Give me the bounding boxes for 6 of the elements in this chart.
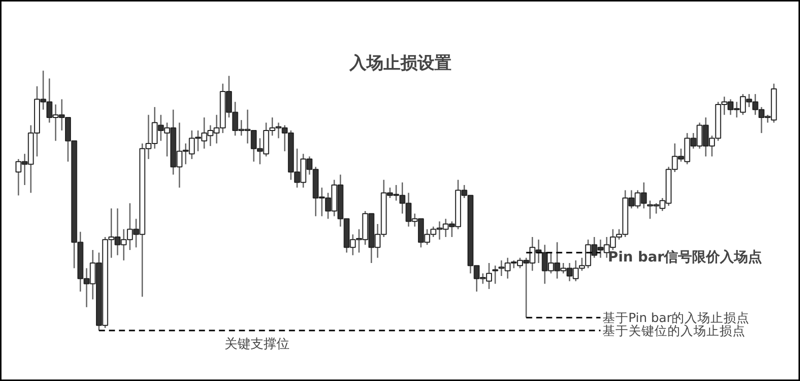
ref-line-label: 基于关键位的入场止损点 xyxy=(602,323,746,338)
chart-title: 入场止损设置 xyxy=(348,54,452,74)
candlestick xyxy=(492,264,498,284)
ref-line-label: 基于Pin bar的入场止损点 xyxy=(602,310,750,326)
annotation: 关键支撑位 xyxy=(224,337,290,352)
ref-line-label: Pin bar信号限价入场点 xyxy=(608,250,762,266)
